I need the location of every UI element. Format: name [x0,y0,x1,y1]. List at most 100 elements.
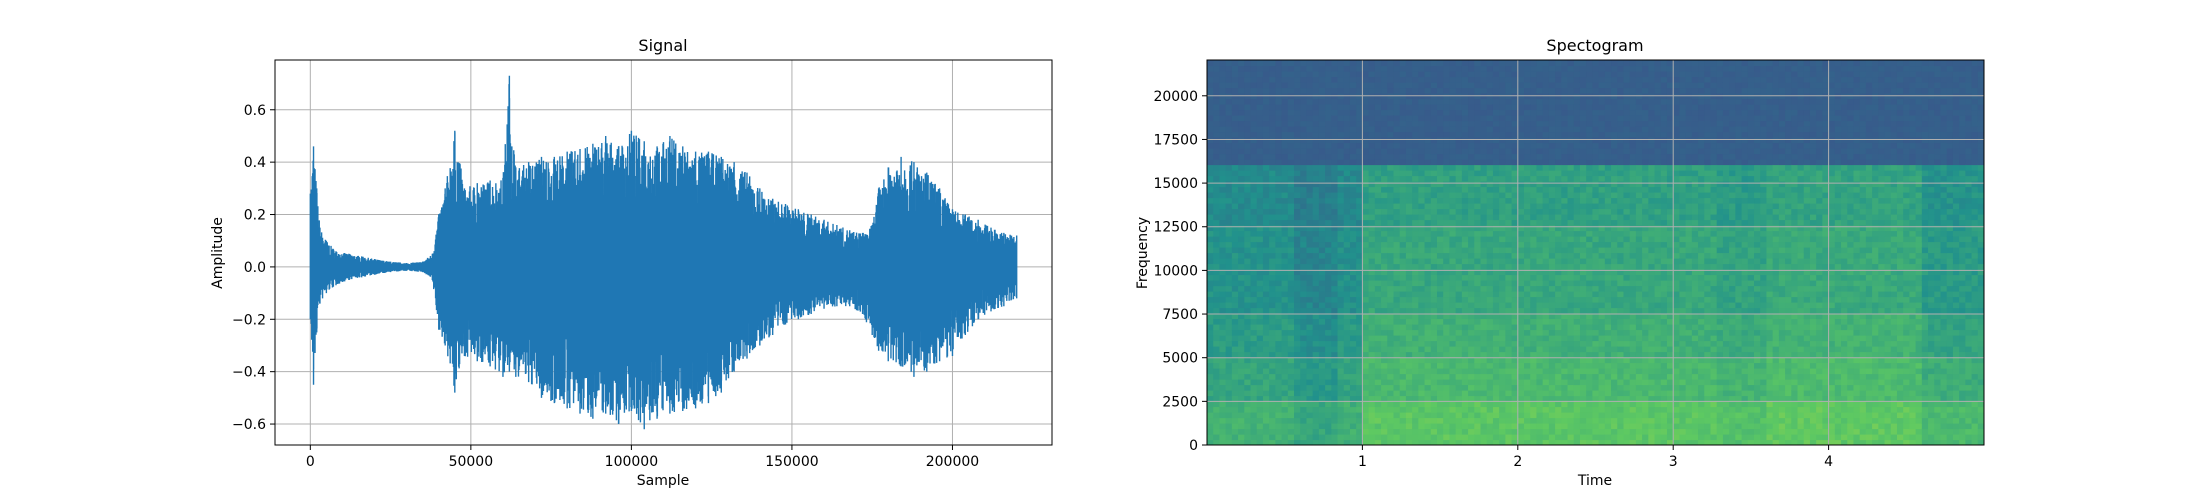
spectrogram-cell [1312,373,1320,380]
spectrogram-cell [1530,384,1538,391]
spectrogram-cell [1517,406,1525,413]
spectrogram-cell [1505,186,1513,193]
spectrogram-cell [1318,236,1326,243]
spectrogram-cell [1474,225,1482,232]
spectrogram-cell [1225,241,1233,248]
spectrogram-cell [1213,71,1221,78]
spectrogram-cell [1586,236,1593,243]
spectrogram-cell [1312,98,1320,105]
spectrogram-cell [1573,186,1581,193]
spectrogram-cell [1318,423,1326,430]
spectrogram-cell [1213,318,1221,325]
spectrogram-cell [1443,164,1451,171]
spectrogram-cell [1405,131,1413,138]
spectrogram-cell [1275,379,1283,386]
spectrogram-cell [1418,439,1426,445]
spectrogram-cell [1262,357,1270,364]
spectrogram-cell [1393,104,1401,111]
spectrogram-cell [1219,340,1227,347]
spectrogram-cell [1275,296,1283,303]
spectrogram-cell [1598,313,1606,320]
spectrogram-cell [1623,87,1631,94]
spectrogram-cell [1337,428,1345,435]
spectrogram-cell [1480,175,1488,182]
spectrogram-cell [1449,307,1457,314]
spectrogram-cell [1573,164,1581,171]
spectrogram-cell [1642,192,1649,199]
spectrogram-cell [1611,362,1618,369]
spectrogram-cell [1536,417,1544,424]
spectrogram-cell [1617,164,1625,171]
spectrogram-cell [1530,252,1538,259]
spectrogram-cell [1517,313,1525,320]
spectrogram-cell [1362,170,1370,177]
spectrogram-cell [1349,225,1357,232]
spectrogram-cell [1231,329,1239,336]
spectrogram-cell [1412,82,1419,89]
spectrogram-cell [1524,104,1531,111]
spectrogram-cell [1281,428,1289,435]
spectrogram-cell [1250,379,1258,386]
spectrogram-cell [1635,428,1643,435]
spectrogram-cell [1424,401,1432,408]
spectrogram-cell [1430,335,1438,342]
spectrogram-cell [1412,280,1419,287]
spectrogram-cell [1499,285,1506,292]
spectrogram-cell [1256,406,1264,413]
spectrogram-cell [1449,291,1457,298]
spectrogram-cell [1393,384,1401,391]
spectrogram-cell [1325,329,1332,336]
spectrogram-cell [1207,417,1214,424]
spectrogram-cell [1337,368,1345,375]
spectrogram-cell [1207,181,1214,188]
spectrogram-cell [1300,181,1308,188]
spectrogram-cell [1623,412,1631,419]
spectrogram-cell [1505,340,1513,347]
spectrogram-cell [1548,390,1556,397]
spectrogram-cell [1561,219,1569,226]
spectrogram-cell [1219,241,1227,248]
spectrogram-cell [1629,274,1637,281]
spectrogram-cell [1325,153,1332,160]
spectrogram-cell [1486,148,1494,155]
spectrogram-cell [1250,159,1258,166]
spectrogram-cell [1387,280,1395,287]
spectrogram-cell [1349,395,1357,402]
spectrogram-cell [1207,71,1214,78]
spectrogram-cell [1337,181,1345,188]
spectrogram-cell [1418,247,1426,254]
spectrogram-cell [1511,434,1519,441]
spectrogram-cell [1405,219,1413,226]
spectrogram-cell [1300,302,1308,309]
spectrogram-cell [1524,395,1531,402]
spectrogram-cell [1374,104,1382,111]
spectrogram-cell [1617,318,1625,325]
spectrogram-cell [1611,65,1618,72]
spectrogram-cell [1443,362,1451,369]
spectrogram-cell [1573,368,1581,375]
spectrogram-cell [1449,412,1457,419]
spectrogram-cell [1225,302,1233,309]
spectrogram-cell [1617,214,1625,221]
spectrogram-cell [1430,236,1438,243]
spectrogram-cell [1381,313,1388,320]
spectrogram-cell [1629,65,1637,72]
spectrogram-cell [1356,307,1363,314]
spectrogram-cell [1542,181,1550,188]
spectrogram-cell [1256,307,1264,314]
spectrogram-cell [1449,236,1457,243]
spectrogram-cell [1244,137,1252,144]
spectrogram-cell [1337,82,1345,89]
spectrogram-cell [1567,329,1575,336]
spectrogram-cell [1461,65,1469,72]
spectrogram-cell [1269,351,1276,358]
spectrogram-cell [1443,368,1451,375]
spectrogram-cell [1499,401,1506,408]
spectrogram-cell [1555,390,1562,397]
spectrogram-cell [1449,181,1457,188]
spectrogram-cell [1250,318,1258,325]
spectrogram-cell [1548,318,1556,325]
spectrogram-cell [1611,164,1618,171]
spectrogram-cell [1480,313,1488,320]
spectrogram-cell [1219,208,1227,215]
